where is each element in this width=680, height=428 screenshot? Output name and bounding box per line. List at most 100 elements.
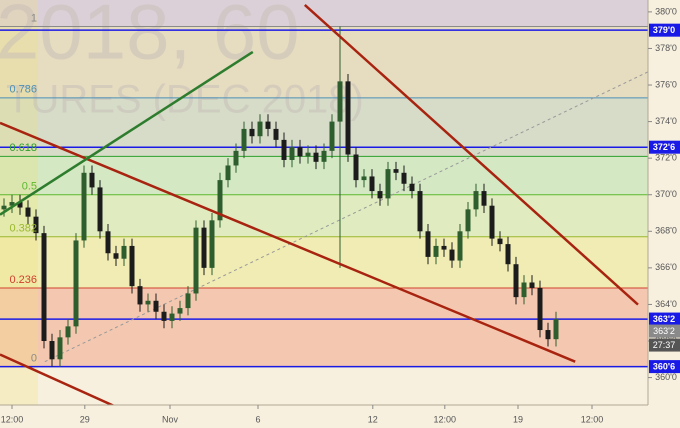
y-tick-label: 364'0 <box>655 299 677 309</box>
candle-body <box>369 176 375 192</box>
candle-body <box>521 282 527 298</box>
fib-band <box>0 26 648 98</box>
x-tick-label: 12:00 <box>581 414 604 424</box>
candle-body <box>185 293 191 309</box>
candle-body <box>465 209 471 232</box>
price-tag <box>649 312 680 326</box>
candle-body <box>409 183 415 192</box>
fib-label: 0.5 <box>22 181 37 193</box>
candle-body <box>337 81 343 122</box>
fib-label: 0.786 <box>9 84 37 96</box>
current-price-tag <box>649 324 680 338</box>
price-tag-label: 363'2 <box>653 314 675 324</box>
candle-body <box>217 180 223 221</box>
candle-body <box>241 128 247 151</box>
candle-body <box>177 308 183 314</box>
price-tag-label: 379'0 <box>653 25 675 35</box>
candle-body <box>425 231 431 257</box>
candle-body <box>129 245 135 287</box>
candle-body <box>89 172 95 188</box>
candle-body <box>161 311 167 321</box>
candle-body <box>9 202 15 206</box>
price-tag-label: 372'6 <box>653 142 675 152</box>
watermark: TURES (DEC 2018) <box>6 78 364 122</box>
current-price-label: 363'2 <box>653 326 675 336</box>
fib-label: 0.236 <box>9 274 37 286</box>
candle-body <box>57 337 63 360</box>
x-tick-label: 6 <box>255 414 260 424</box>
trendline <box>0 353 115 405</box>
candle-body <box>513 264 519 298</box>
candle-body <box>233 150 239 166</box>
trendline <box>303 4 639 306</box>
candle-body <box>361 176 367 181</box>
x-tick-label: 29 <box>80 414 90 424</box>
y-tick-label: 368'0 <box>655 226 677 236</box>
candle-body <box>353 154 359 181</box>
candle-body <box>113 253 119 259</box>
candle-body <box>545 330 551 340</box>
candle-body <box>481 191 487 206</box>
candle-body <box>81 172 87 241</box>
candle-body <box>313 152 319 162</box>
candle-body <box>393 169 399 173</box>
candle-body <box>1 205 7 210</box>
y-tick-label: 366'0 <box>655 262 677 272</box>
candle-body <box>433 245 439 257</box>
candle-body <box>209 220 215 268</box>
fib-label: 0.382 <box>9 223 37 235</box>
timer-box <box>649 338 680 352</box>
candle-body <box>473 191 479 210</box>
price-tag <box>649 140 680 154</box>
y-tick-label: 370'0 <box>655 189 677 199</box>
candle-body <box>385 169 391 199</box>
candle-body <box>489 205 495 239</box>
candle-body <box>297 147 303 157</box>
candle-body <box>73 240 79 327</box>
candle-body <box>537 287 543 331</box>
candle-body <box>41 233 47 342</box>
x-tick-label: 12:00 <box>1 414 24 424</box>
price-tag <box>649 23 680 37</box>
candle-body <box>497 238 503 245</box>
x-tick-label: Nov <box>162 414 179 424</box>
y-tick-label: 372'0 <box>655 153 677 163</box>
y-axis-panel <box>648 0 680 428</box>
fib-label: 1 <box>31 12 37 24</box>
candle-body <box>33 216 39 234</box>
plot <box>0 4 648 405</box>
fib-band <box>0 287 648 367</box>
candle-body <box>201 227 207 268</box>
candle-body <box>401 172 407 184</box>
x-tick-label: 12 <box>368 414 378 424</box>
candle-body <box>553 319 559 340</box>
y-tick-label: 360'0 <box>655 372 677 382</box>
trendline <box>0 121 576 363</box>
trendline <box>0 50 254 216</box>
candle-body <box>457 231 463 261</box>
timer-label: 27:37 <box>653 340 676 350</box>
candle-body <box>249 128 255 137</box>
candle-body <box>265 121 271 129</box>
candle-body <box>65 326 71 338</box>
fib-band <box>0 236 648 288</box>
x-tick-label: 19 <box>513 414 523 424</box>
candle-body <box>169 313 175 321</box>
y-tick-label: 378'0 <box>655 43 677 53</box>
candle-body <box>225 165 231 181</box>
watermark: 2018, 60 <box>0 0 300 76</box>
candle-body <box>97 187 103 232</box>
fib-label: 0.618 <box>9 142 37 154</box>
fib-label: 0 <box>31 353 37 365</box>
candle-body <box>321 150 327 162</box>
y-tick-label: 376'0 <box>655 79 677 89</box>
candle-body <box>305 152 311 157</box>
candle-body <box>25 207 31 217</box>
candle-body <box>257 121 263 137</box>
candle-body <box>17 202 23 208</box>
price-tag-label: 360'6 <box>653 361 675 371</box>
candle-body <box>289 147 295 160</box>
candle-body <box>345 81 351 155</box>
